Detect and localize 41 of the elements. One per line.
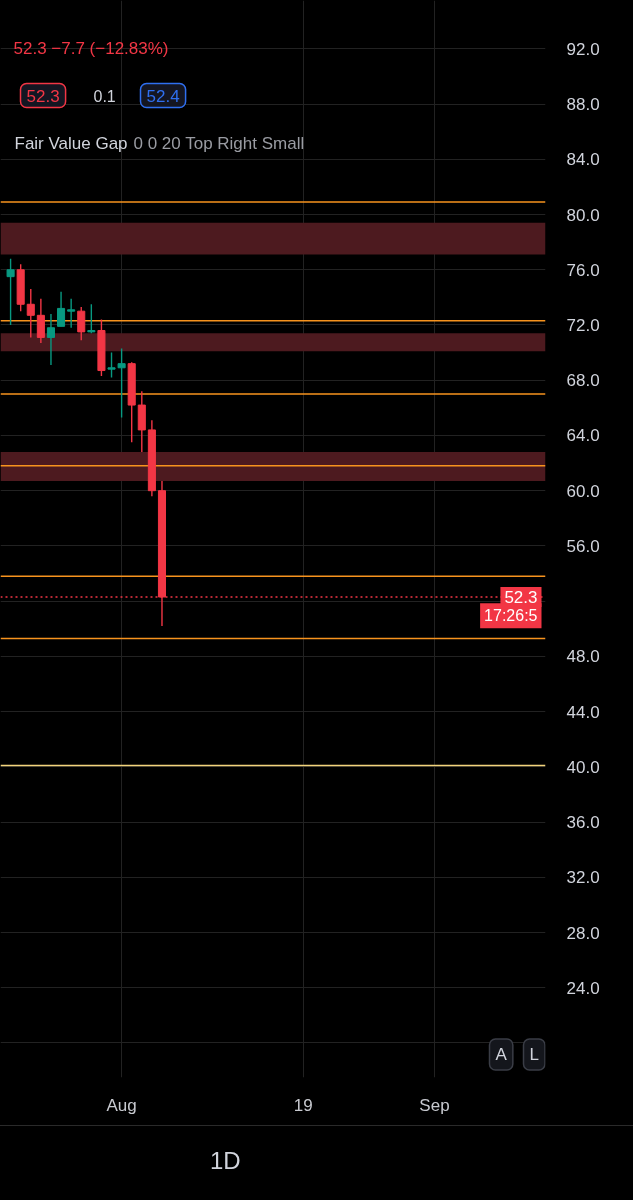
candlestick	[117, 347, 126, 419]
y-tick-label: 76.0	[566, 260, 600, 280]
annotation: Fair Value Gap	[14, 134, 128, 153]
annotation: 17:26:5	[484, 607, 538, 625]
candlestick	[46, 313, 55, 366]
candlestick	[67, 298, 76, 329]
x-tick-label: 19	[293, 1095, 313, 1115]
y-tick-label: 60.0	[566, 481, 600, 501]
y-tick-label: 40.0	[566, 757, 600, 777]
candlestick	[77, 306, 86, 341]
candlestick	[107, 351, 116, 379]
y-tick-label: 56.0	[566, 536, 600, 556]
candlestick	[57, 291, 66, 328]
y-tick-label: 68.0	[566, 371, 600, 391]
candlestick	[6, 258, 15, 326]
y-tick-label: 36.0	[566, 813, 600, 833]
y-tick-label: 84.0	[566, 150, 600, 170]
text: 1D	[210, 1147, 241, 1174]
annotation: 0.1	[93, 87, 116, 105]
annotation: 52.3	[26, 86, 60, 106]
annotation: 52.4	[146, 86, 180, 106]
y-tick-label: 80.0	[566, 205, 600, 225]
candlestick	[87, 303, 96, 334]
y-tick-label: 88.0	[566, 95, 600, 115]
annotation: L	[529, 1045, 539, 1064]
ref-line-label: 52.3	[504, 587, 538, 607]
y-tick-label: 72.0	[566, 315, 600, 335]
annotation: 0 0 20 Top Right Small	[133, 134, 305, 153]
x-tick-label: Sep	[419, 1095, 450, 1115]
x-tick-label: Aug	[106, 1095, 137, 1115]
candlestick	[36, 298, 45, 344]
y-tick-label: 48.0	[566, 647, 600, 667]
y-tick-label: 24.0	[566, 978, 600, 998]
y-tick-label: 28.0	[566, 923, 600, 943]
y-tick-label: 92.0	[566, 39, 600, 59]
y-tick-label: 44.0	[566, 702, 600, 722]
annotation: A	[495, 1045, 508, 1064]
y-tick-label: 64.0	[566, 426, 600, 446]
candlestick	[26, 288, 35, 339]
y-tick-label: 32.0	[566, 868, 600, 888]
annotation: 52.3 −7.7 (−12.83%)	[13, 39, 169, 58]
